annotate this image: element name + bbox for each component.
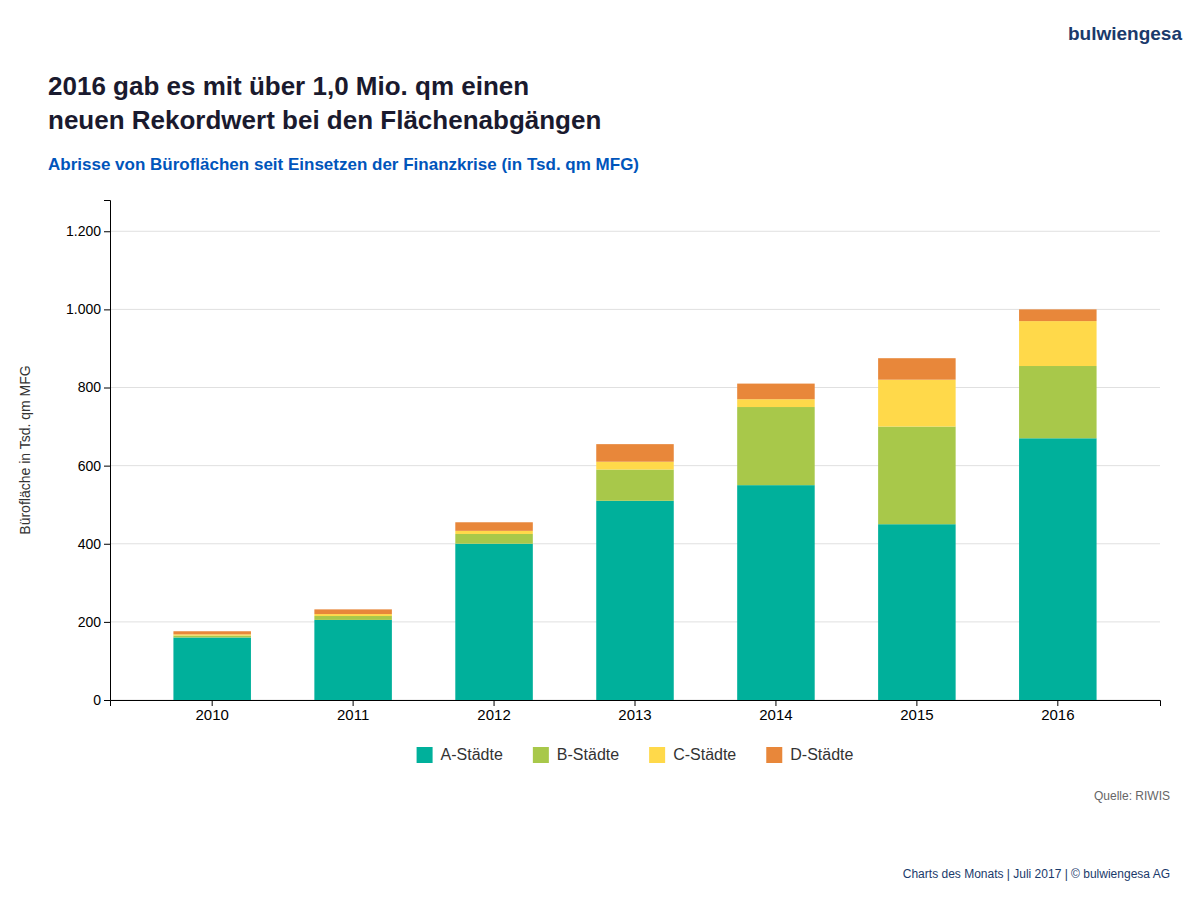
bar: [1019, 309, 1097, 321]
logo: bulwiengesa: [1068, 23, 1182, 44]
x-tick: 2016: [1041, 700, 1074, 723]
y-tick: 800: [78, 379, 110, 395]
series: [173, 321, 1096, 635]
bar: [878, 358, 956, 379]
bar: [878, 427, 956, 525]
y-axis: 0 200 400 600 800 1.000 1.200: [66, 201, 111, 708]
legend-swatch: [649, 747, 665, 763]
y-tick: 1.200: [66, 223, 110, 239]
bar: [455, 544, 533, 700]
plot: 02004006008001.0001.20020102011201220132…: [17, 201, 1161, 723]
bar: [173, 631, 251, 634]
x-tick: 2012: [477, 700, 510, 723]
y-tick: 200: [78, 614, 110, 630]
y-axis-title: Bürofläche in Tsd. qm MFG: [17, 365, 33, 534]
y-tick-mark: [104, 309, 110, 310]
y-axis-line: [104, 201, 111, 701]
series: [173, 366, 1096, 637]
bars: [173, 309, 1096, 700]
bar: [596, 470, 674, 501]
bar: [737, 485, 815, 700]
bar: [314, 614, 392, 616]
chart: 2016 gab es mit über 1,0 Mio. qm einen ne…: [0, 0, 1200, 900]
x-tick: 2014: [759, 700, 792, 723]
grid-line: [110, 309, 1160, 310]
bar: [596, 501, 674, 700]
x-tick: 2010: [195, 700, 228, 723]
bar: [173, 638, 251, 701]
x-tick-label: 2010: [195, 706, 228, 723]
y-tick-label: 200: [78, 614, 102, 630]
bar: [596, 462, 674, 470]
subtitle: Abrisse von Büroflächen seit Einsetzen d…: [48, 155, 639, 174]
y-tick-mark: [104, 544, 110, 545]
bar: [878, 380, 956, 427]
x-tick: 2015: [900, 700, 933, 723]
x-tick: 2011: [337, 700, 369, 723]
bar: [173, 634, 251, 635]
legend-item: D-Städte: [766, 746, 853, 763]
y-tick: 600: [78, 458, 110, 474]
bar: [455, 531, 533, 534]
legend-item: B-Städte: [533, 746, 619, 763]
bar: [737, 384, 815, 400]
bar: [455, 534, 533, 544]
title: 2016 gab es mit über 1,0 Mio. qm einen: [48, 71, 529, 101]
y-tick-label: 400: [78, 536, 102, 552]
bar: [173, 636, 251, 638]
legend-swatch: [766, 747, 782, 763]
x-tick-label: 2015: [900, 706, 933, 723]
legend-swatch: [533, 747, 549, 763]
legend-swatch: [417, 747, 433, 763]
x-tick-label: 2011: [337, 706, 369, 723]
source: Quelle: RIWIS: [1094, 789, 1170, 803]
x-tick-label: 2013: [618, 706, 651, 723]
grid-line: [110, 387, 1160, 388]
bar: [737, 399, 815, 407]
y-tick: 0: [93, 692, 110, 708]
x-tick-label: 2014: [759, 706, 792, 723]
series: [173, 309, 1096, 634]
grid-line: [110, 231, 1160, 232]
y-tick-mark: [104, 700, 110, 701]
y-tick-label: 1.000: [66, 301, 101, 317]
bar: [1019, 366, 1097, 438]
bar: [878, 524, 956, 700]
bar: [314, 616, 392, 620]
bar: [455, 522, 533, 531]
y-tick-mark: [104, 231, 110, 232]
y-tick-label: 1.200: [66, 223, 101, 239]
x-tick-label: 2012: [477, 706, 510, 723]
legend: A-Städte B-Städte C-Städte D-Städte: [417, 746, 854, 763]
y-tick-label: 0: [93, 692, 101, 708]
y-tick-mark: [104, 466, 110, 467]
y-tick: 1.000: [66, 301, 110, 317]
y-tick-mark: [104, 388, 110, 389]
titles: 2016 gab es mit über 1,0 Mio. qm einen ne…: [48, 23, 1182, 881]
legend-item: C-Städte: [649, 746, 736, 763]
legend-label: C-Städte: [673, 746, 736, 763]
bar: [737, 407, 815, 485]
x-tick-label: 2016: [1041, 706, 1074, 723]
bar: [314, 620, 392, 700]
y-tick-label: 600: [78, 458, 102, 474]
y-tick-mark: [104, 622, 110, 623]
y-tick: 400: [78, 536, 110, 552]
bar: [596, 444, 674, 462]
legend-label: B-Städte: [557, 746, 619, 763]
footer: Charts des Monats | Juli 2017 | © bulwie…: [903, 867, 1170, 881]
bar: [314, 609, 392, 614]
legend-label: D-Städte: [790, 746, 853, 763]
legend-item: A-Städte: [417, 746, 503, 763]
bar: [1019, 321, 1097, 366]
y-tick-label: 800: [78, 379, 102, 395]
x-tick: 2013: [618, 700, 651, 723]
title: neuen Rekordwert bei den Flächenabgängen: [48, 105, 601, 135]
legend-label: A-Städte: [441, 746, 503, 763]
x-axis: 2010 2011 2012 2013 2014 2015 2016: [111, 700, 1161, 723]
grid: [110, 231, 1160, 700]
bar: [1019, 438, 1097, 700]
series: [173, 438, 1096, 700]
